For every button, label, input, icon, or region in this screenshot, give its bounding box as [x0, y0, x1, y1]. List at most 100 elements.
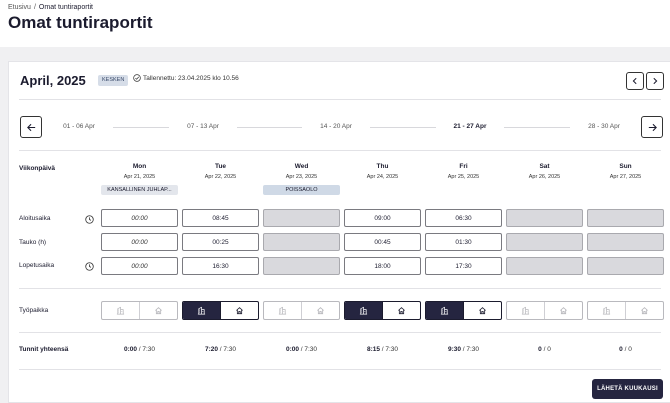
saved-text: Tallennettu: 23.04.2025 klo 10.56: [143, 74, 239, 82]
office-option[interactable]: [102, 302, 139, 319]
start-time-input: 00:00: [101, 209, 178, 227]
report-card: April, 2025 KESKEN Tallennettu: 23.04.20…: [8, 61, 670, 403]
office-building-icon: [278, 302, 287, 319]
office-option[interactable]: [345, 302, 382, 319]
workplace-toggle[interactable]: [182, 301, 259, 320]
day-date: Apr 24, 2025: [366, 174, 399, 180]
day-status-tag: POISSAOLO: [263, 185, 340, 195]
day-date: Apr 26, 2025: [528, 174, 561, 180]
start-time-input[interactable]: 08:45: [182, 209, 259, 227]
breadcrumb-home-link[interactable]: Etusivu: [8, 4, 31, 11]
break-time-input: [587, 233, 664, 251]
workplace-toggle[interactable]: [425, 301, 502, 320]
day-total-target: / 7:30: [298, 346, 318, 353]
home-icon: [235, 302, 244, 319]
divider: [19, 288, 661, 289]
week-tab[interactable]: 28 - 30 Apr: [588, 123, 620, 130]
start-time-label: Aloitusaika: [19, 215, 51, 222]
week-tab[interactable]: 01 - 06 Apr: [63, 123, 95, 130]
home-option[interactable]: [625, 302, 663, 319]
home-icon: [559, 302, 568, 319]
workplace-toggle[interactable]: [344, 301, 421, 320]
prev-week-button[interactable]: [20, 116, 42, 138]
office-building-icon: [359, 302, 368, 319]
end-time-input[interactable]: 16:30: [182, 257, 259, 275]
workplace-toggle[interactable]: [506, 301, 583, 320]
divider: [19, 332, 661, 333]
clock-icon: [85, 262, 94, 271]
day-date: Apr 21, 2025: [123, 174, 156, 180]
week-tab[interactable]: 21 - 27 Apr: [453, 123, 487, 130]
page-title: Omat tuntiraportit: [8, 13, 153, 32]
day-name: Mon: [132, 163, 147, 170]
office-option[interactable]: [183, 302, 220, 319]
day-total-target: / 7:30: [379, 346, 399, 353]
end-time-input: [263, 257, 340, 275]
day-total-target: / 7:30: [217, 346, 237, 353]
break-time-input[interactable]: 00:25: [182, 233, 259, 251]
break-label: Tauko (h): [19, 239, 47, 246]
office-building-icon: [440, 302, 449, 319]
day-total: 7:20 / 7:30: [182, 346, 259, 353]
day-total: 0:00 / 7:30: [101, 346, 178, 353]
day-date: Apr 22, 2025: [204, 174, 237, 180]
home-option[interactable]: [463, 302, 501, 319]
home-option[interactable]: [301, 302, 339, 319]
break-time-input: [263, 233, 340, 251]
end-time-input[interactable]: 18:00: [344, 257, 421, 275]
day-name: Sat: [539, 163, 550, 170]
week-tab[interactable]: 14 - 20 Apr: [320, 123, 352, 130]
end-time-input: [506, 257, 583, 275]
prev-month-button[interactable]: [626, 72, 644, 90]
arrow-left-icon: [26, 123, 35, 131]
end-time-input: 00:00: [101, 257, 178, 275]
day-name: Thu: [376, 163, 389, 170]
break-time-input[interactable]: 00:45: [344, 233, 421, 251]
home-option[interactable]: [382, 302, 420, 319]
day-date: Apr 25, 2025: [447, 174, 480, 180]
month-title: April, 2025: [20, 73, 86, 88]
office-option[interactable]: [264, 302, 301, 319]
workplace-toggle[interactable]: [587, 301, 664, 320]
home-option[interactable]: [220, 302, 258, 319]
office-option[interactable]: [588, 302, 625, 319]
day-date: Apr 23, 2025: [285, 174, 318, 180]
next-week-button[interactable]: [641, 116, 663, 138]
week-tab[interactable]: 07 - 13 Apr: [187, 123, 219, 130]
next-month-button[interactable]: [646, 72, 664, 90]
start-time-input[interactable]: 06:30: [425, 209, 502, 227]
break-time-input: [506, 233, 583, 251]
day-total: 9:30 / 7:30: [425, 346, 502, 353]
home-option[interactable]: [544, 302, 582, 319]
weekday-label: Viikonpäivä: [19, 165, 56, 172]
start-time-input[interactable]: 09:00: [344, 209, 421, 227]
day-total-worked: 0: [619, 346, 623, 353]
day-name: Tue: [214, 163, 227, 170]
break-time-input[interactable]: 01:30: [425, 233, 502, 251]
breadcrumb: Etusivu / Omat tuntiraportit: [8, 4, 93, 11]
week-connector: [370, 127, 436, 128]
clock-icon: [85, 215, 94, 224]
workplace-toggle[interactable]: [263, 301, 340, 320]
home-option[interactable]: [139, 302, 177, 319]
office-option[interactable]: [507, 302, 544, 319]
check-circle-icon: [133, 74, 141, 82]
day-total-worked: 0: [538, 346, 542, 353]
day-total-target: / 7:30: [460, 346, 480, 353]
day-status-tag: KANSALLINEN JUHLAP...: [101, 185, 178, 195]
week-connector: [113, 127, 169, 128]
day-total: 0 / 0: [587, 346, 664, 353]
home-icon: [154, 302, 163, 319]
breadcrumb-separator: /: [33, 4, 36, 11]
day-total-worked: 7:20: [204, 346, 218, 353]
divider: [19, 150, 661, 151]
saved-status: Tallennettu: 23.04.2025 klo 10.56: [133, 74, 239, 82]
day-total-target: / 0: [541, 346, 551, 353]
chevron-right-icon: [653, 77, 658, 85]
day-date: Apr 27, 2025: [609, 174, 642, 180]
workplace-toggle[interactable]: [101, 301, 178, 320]
office-building-icon: [521, 302, 530, 319]
submit-month-button[interactable]: LÄHETÄ KUUKAUSI: [592, 379, 663, 399]
end-time-input[interactable]: 17:30: [425, 257, 502, 275]
office-option[interactable]: [426, 302, 463, 319]
